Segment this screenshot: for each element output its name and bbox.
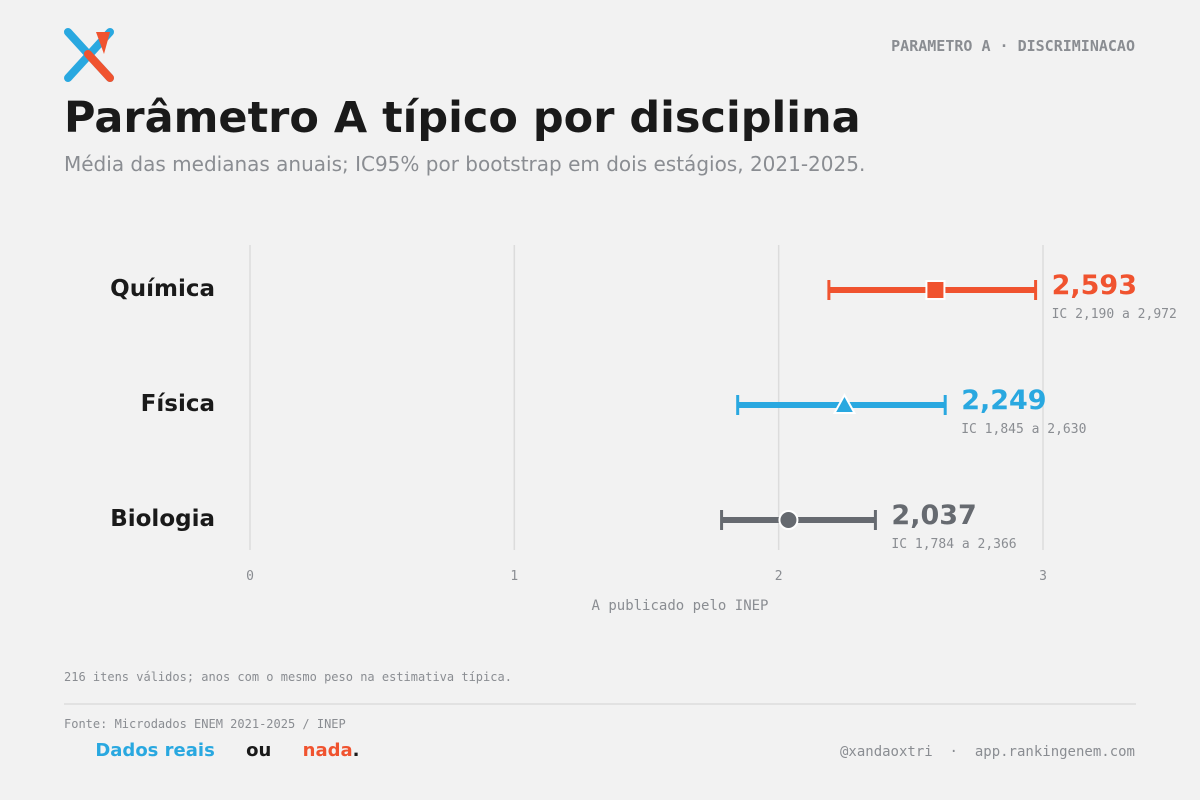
logo: [64, 28, 114, 82]
x-tick-label: 0: [246, 569, 254, 584]
category-label: Física: [141, 391, 215, 417]
tagline-part: Dados reais: [95, 740, 214, 761]
kicker: PARAMETRO A · DISCRIMINACAO: [891, 37, 1135, 55]
value-label: 2,249: [961, 385, 1046, 416]
source: Fonte: Microdados ENEM 2021-2025 / INEP: [64, 717, 346, 731]
chart-subtitle: Média das medianas anuais; IC95% por boo…: [64, 152, 865, 176]
value-label: 2,593: [1052, 270, 1137, 301]
marker: [925, 280, 946, 300]
value-label: 2,037: [891, 500, 976, 531]
ci-label: IC 2,190 a 2,972: [1052, 307, 1177, 322]
tagline-part: nada: [303, 740, 353, 761]
tagline: Dados reais ou nada.: [64, 740, 378, 761]
category-label: Química: [110, 276, 215, 302]
x-tick-label: 1: [510, 569, 518, 584]
note: 216 itens válidos; anos com o mesmo peso…: [64, 670, 512, 684]
x-tick-label: 2: [775, 569, 783, 584]
chart-title: Parâmetro A típico por disciplina: [64, 93, 861, 143]
category-label: Biologia: [110, 506, 215, 532]
marker: [832, 392, 857, 414]
ci-label: IC 1,784 a 2,366: [891, 537, 1016, 552]
tagline-part: .: [353, 740, 360, 761]
ci-label: IC 1,845 a 2,630: [961, 422, 1086, 437]
tagline-part: ou: [246, 740, 271, 761]
grid: [249, 245, 1044, 550]
x-axis-label: A publicado pelo INEP: [591, 598, 768, 614]
x-tick-label: 3: [1039, 569, 1047, 584]
marker: [778, 510, 799, 530]
handle: @xandaoxtri · app.rankingenem.com: [840, 744, 1135, 760]
